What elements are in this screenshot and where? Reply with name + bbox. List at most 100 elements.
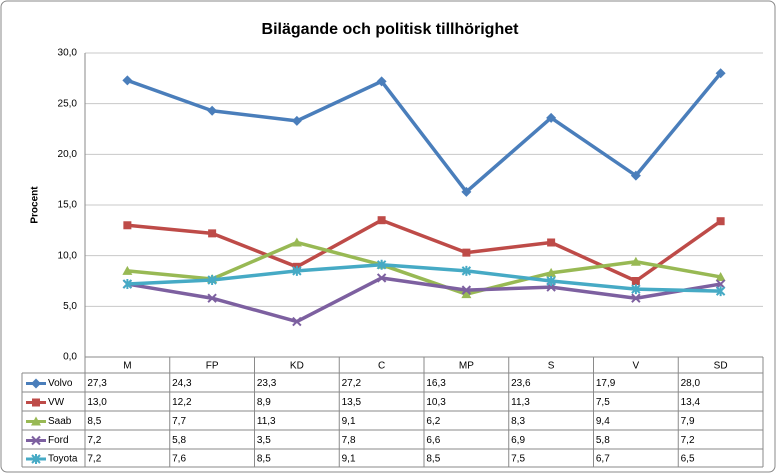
marker bbox=[377, 216, 386, 225]
legend-label: Volvo bbox=[48, 378, 73, 389]
marker bbox=[631, 284, 641, 295]
table-cell: 12,2 bbox=[172, 397, 192, 408]
marker bbox=[376, 273, 387, 283]
y-tick-label: 30,0 bbox=[58, 48, 78, 59]
table-cell: 6,7 bbox=[596, 454, 610, 465]
marker bbox=[461, 265, 472, 276]
x-tick-label: V bbox=[633, 361, 640, 372]
marker bbox=[123, 221, 132, 230]
marker bbox=[122, 265, 133, 275]
line bbox=[127, 263, 721, 293]
marker bbox=[461, 285, 472, 295]
marker bbox=[630, 256, 641, 266]
table-cell: 9,4 bbox=[596, 416, 610, 427]
table-cell: 6,9 bbox=[511, 435, 525, 446]
x-tick-label: SD bbox=[714, 361, 728, 372]
table-cell: 17,9 bbox=[596, 378, 616, 389]
x-tick-label: KD bbox=[290, 361, 304, 372]
table-cell: 23,3 bbox=[257, 378, 277, 389]
table-cell: 8,5 bbox=[426, 454, 440, 465]
legend-marker bbox=[31, 435, 41, 446]
table-cell: 7,8 bbox=[342, 435, 356, 446]
legend-label: VW bbox=[48, 397, 65, 408]
marker bbox=[630, 170, 641, 181]
table-cell: 13,0 bbox=[87, 397, 107, 408]
marker bbox=[715, 68, 726, 79]
marker bbox=[207, 293, 217, 303]
marker bbox=[376, 76, 387, 87]
table-cell: 7,2 bbox=[87, 435, 101, 446]
marker bbox=[546, 267, 557, 277]
marker bbox=[461, 289, 472, 299]
table-cell: 13,4 bbox=[681, 397, 701, 408]
table-cell: 6,2 bbox=[426, 416, 440, 427]
table-cell: 11,3 bbox=[257, 416, 276, 427]
legend-marker bbox=[31, 454, 41, 464]
marker bbox=[291, 237, 302, 247]
y-axis-label: Procent bbox=[30, 186, 41, 224]
table-cell: 13,5 bbox=[342, 397, 362, 408]
marker bbox=[462, 248, 471, 257]
chart-title: Bilägande och politisk tillhörighet bbox=[262, 21, 520, 38]
x-tick-label: C bbox=[378, 361, 385, 372]
marker bbox=[547, 238, 556, 247]
x-tick-label: FP bbox=[206, 361, 219, 372]
table-cell: 23,6 bbox=[511, 378, 531, 389]
table-cell: 8,3 bbox=[511, 416, 525, 427]
table-cell: 24,3 bbox=[172, 378, 192, 389]
line bbox=[127, 276, 721, 324]
y-tick-label: 20,0 bbox=[58, 149, 78, 160]
legend-label: Saab bbox=[48, 416, 72, 427]
line bbox=[127, 218, 722, 283]
y-tick-label: 5,0 bbox=[63, 301, 77, 312]
marker bbox=[715, 271, 726, 281]
table-cell: 6,5 bbox=[681, 454, 695, 465]
y-tick-label: 10,0 bbox=[58, 250, 78, 261]
table-cell: 28,0 bbox=[681, 378, 701, 389]
table-cell: 3,5 bbox=[257, 435, 271, 446]
marker bbox=[207, 274, 217, 285]
table-cell: 27,2 bbox=[342, 378, 362, 389]
table-cell: 8,5 bbox=[257, 454, 271, 465]
marker bbox=[292, 265, 302, 276]
y-tick-label: 25,0 bbox=[58, 98, 78, 109]
marker bbox=[291, 115, 302, 126]
table-cell: 11,3 bbox=[511, 397, 530, 408]
table-cell: 8,9 bbox=[257, 397, 271, 408]
legend-label: Ford bbox=[48, 435, 69, 446]
marker bbox=[546, 112, 557, 123]
table-cell: 5,8 bbox=[172, 435, 186, 446]
table-cell: 6,6 bbox=[426, 435, 440, 446]
marker bbox=[122, 75, 133, 86]
x-tick-label: S bbox=[548, 361, 555, 372]
marker bbox=[546, 276, 556, 286]
marker bbox=[376, 259, 387, 270]
table-cell: 7,7 bbox=[172, 416, 186, 427]
table-cell: 27,3 bbox=[87, 378, 107, 389]
line bbox=[126, 72, 722, 194]
table-cell: 16,3 bbox=[426, 378, 446, 389]
y-tick-label: 0,0 bbox=[63, 352, 77, 363]
table-cell: 10,3 bbox=[426, 397, 446, 408]
table-cell: 7,2 bbox=[87, 454, 101, 465]
marker bbox=[715, 286, 726, 297]
marker bbox=[292, 316, 302, 327]
marker bbox=[715, 279, 726, 289]
table-cell: 7,5 bbox=[511, 454, 525, 465]
marker bbox=[716, 217, 725, 226]
marker bbox=[631, 277, 640, 285]
marker bbox=[461, 186, 472, 197]
legend-marker bbox=[31, 416, 41, 426]
x-tick-label: MP bbox=[459, 361, 474, 372]
legend-marker bbox=[32, 398, 40, 407]
table-cell: 7,9 bbox=[681, 416, 695, 427]
marker bbox=[631, 293, 641, 303]
table-cell: 7,5 bbox=[596, 397, 610, 408]
y-tick-label: 15,0 bbox=[58, 200, 78, 211]
x-tick-label: M bbox=[123, 361, 131, 372]
table-cell: 7,6 bbox=[172, 454, 186, 465]
table-cell: 9,1 bbox=[342, 416, 356, 427]
line bbox=[127, 240, 721, 296]
